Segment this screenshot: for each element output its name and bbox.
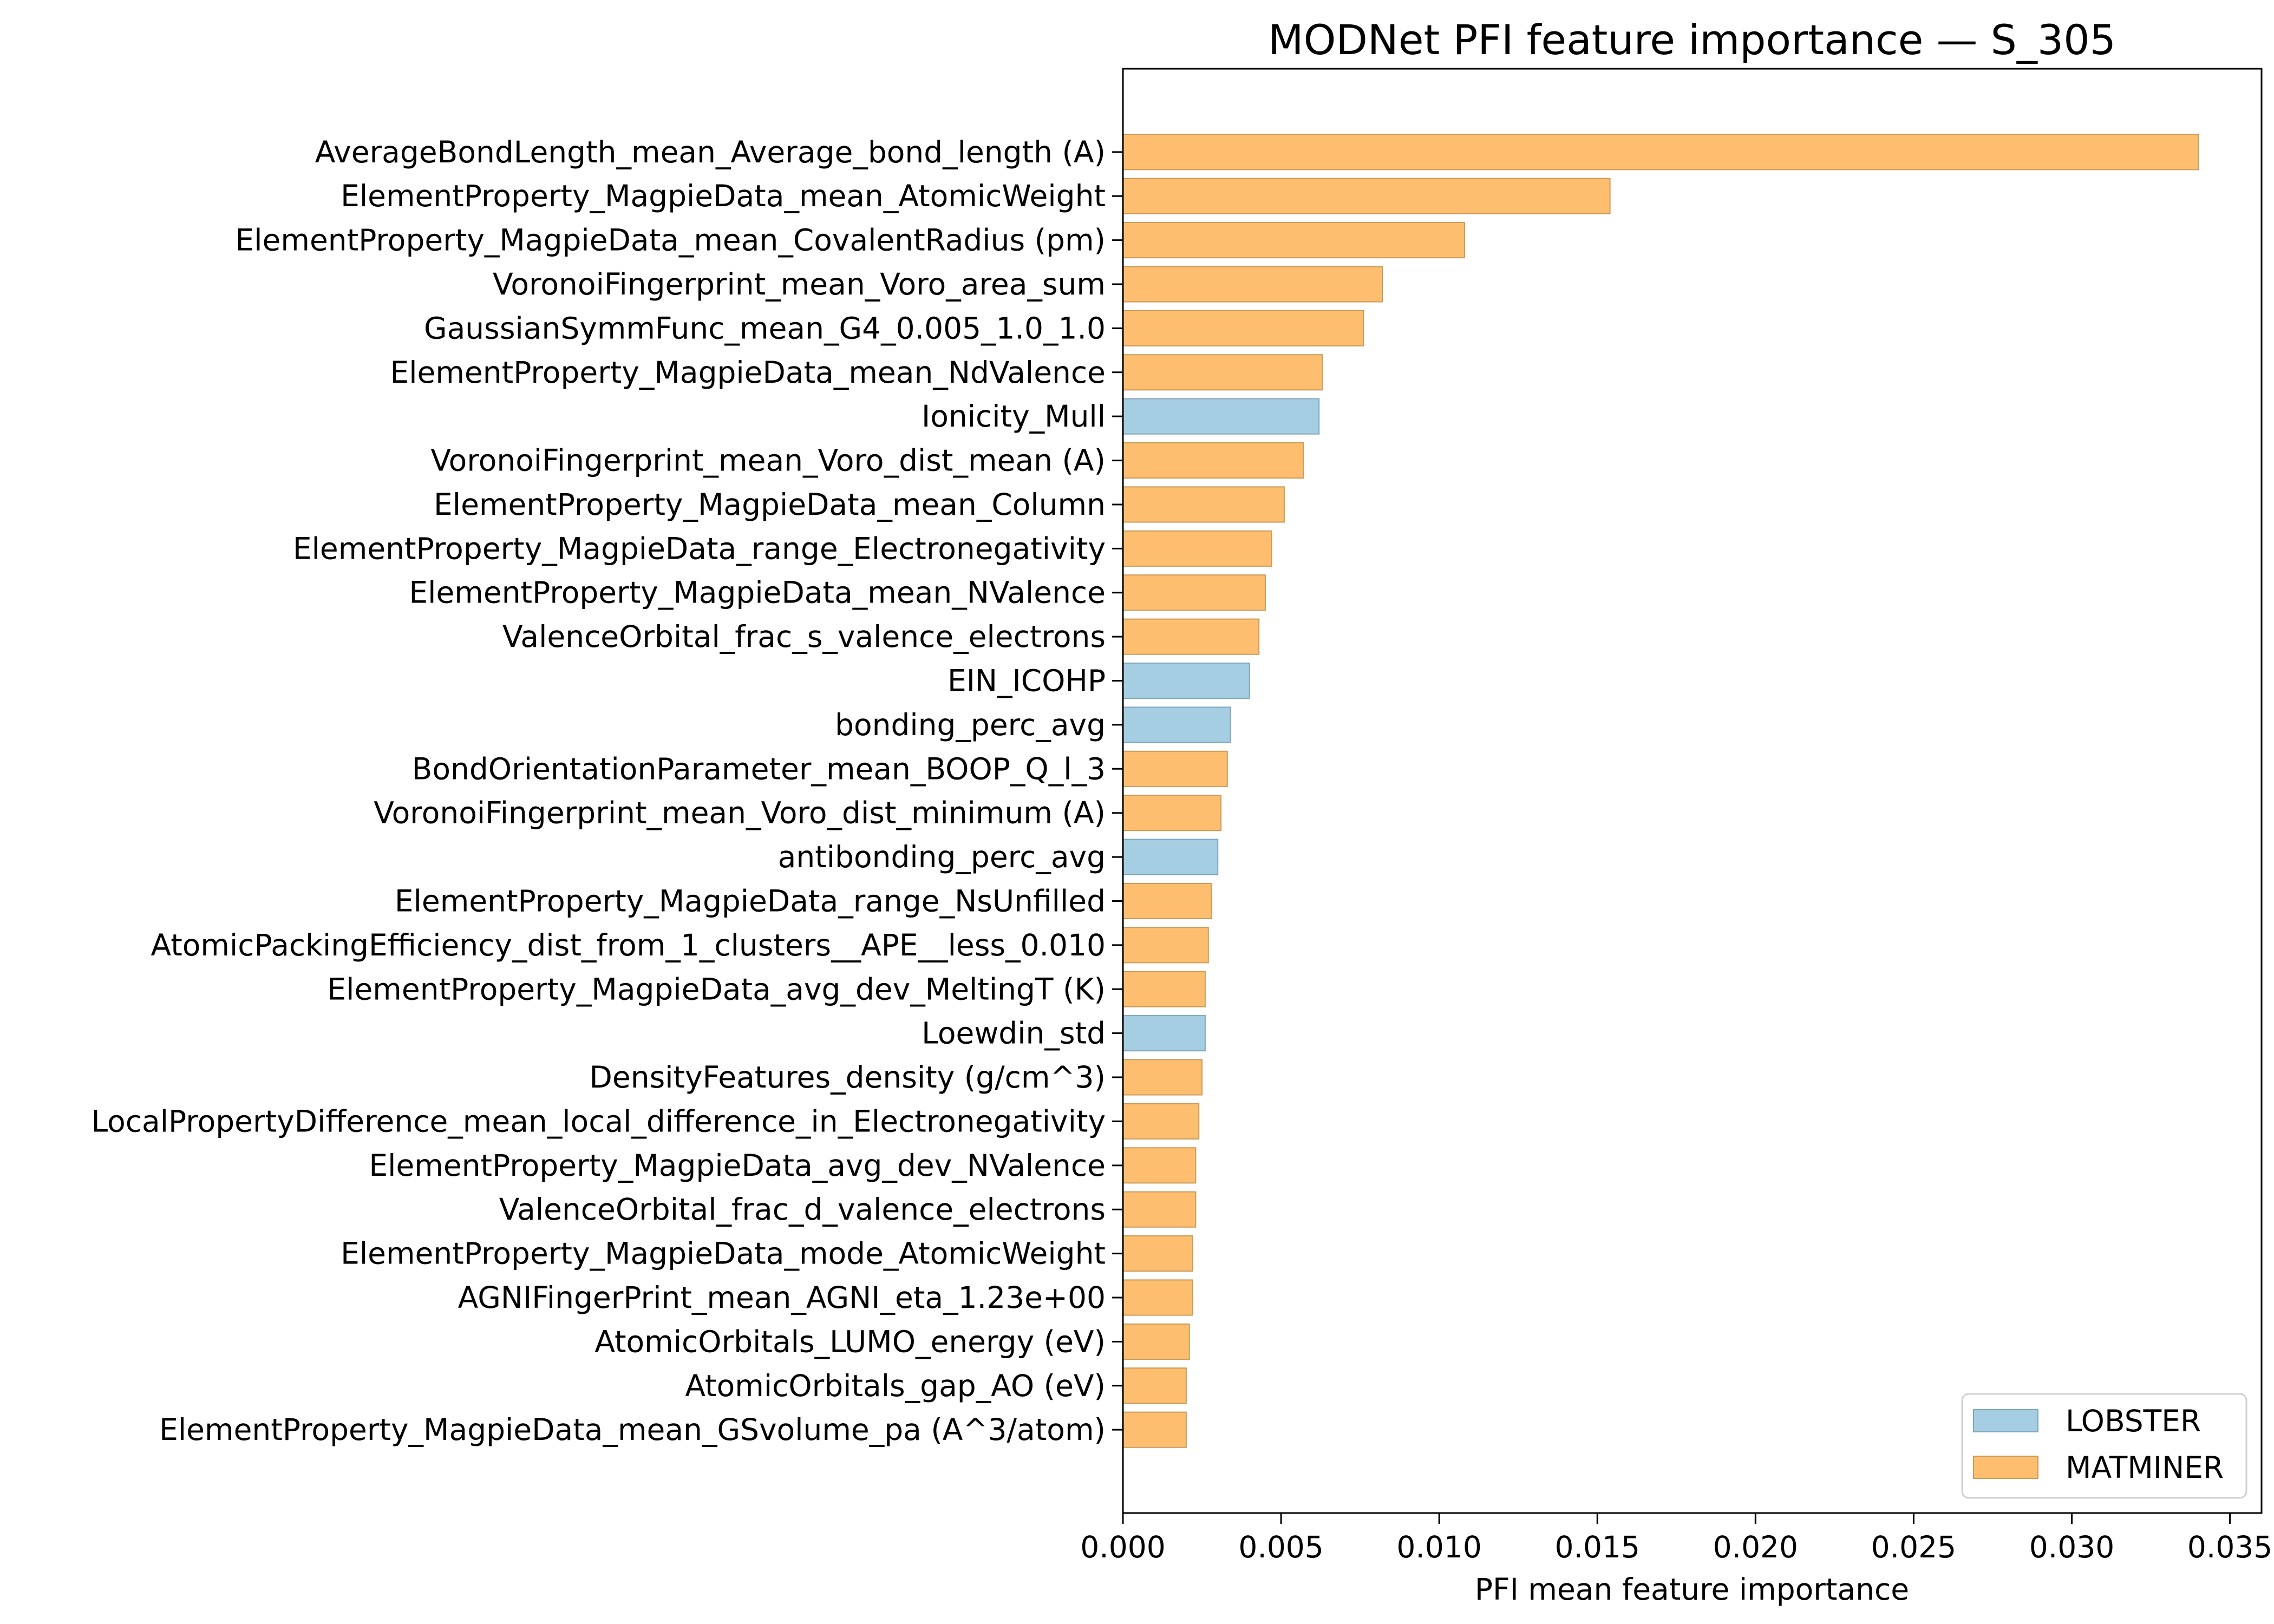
y-tick-label: Ionicity_Mull	[922, 399, 1106, 434]
bar	[1122, 662, 1250, 699]
bar	[1122, 750, 1228, 787]
y-tick-label: ElementProperty_MagpieData_range_Electro…	[293, 531, 1106, 566]
bar	[1122, 618, 1260, 655]
y-tick-label: bonding_perc_avg	[835, 708, 1106, 742]
bar	[1122, 1235, 1193, 1272]
x-tick-label: 0.020	[1713, 1530, 1798, 1564]
y-tick-label: Loewdin_std	[922, 1016, 1106, 1051]
bar	[1122, 927, 1209, 964]
y-tick-label: AverageBondLength_mean_Average_bond_leng…	[315, 135, 1106, 169]
y-tick-label: ElementProperty_MagpieData_mean_Covalent…	[236, 223, 1106, 258]
bar	[1122, 971, 1206, 1007]
legend-label: LOBSTER	[2066, 1404, 2201, 1438]
bar	[1122, 178, 1611, 214]
x-tick-label: 0.010	[1396, 1530, 1481, 1564]
x-tick-label: 0.005	[1238, 1530, 1323, 1564]
bar	[1122, 1411, 1187, 1448]
bar	[1122, 222, 1465, 259]
bar	[1122, 1323, 1190, 1360]
bar	[1122, 706, 1231, 743]
bar	[1122, 442, 1304, 479]
legend-swatch	[1973, 1409, 2038, 1432]
bar	[1122, 882, 1212, 920]
y-tick-label: GaussianSymmFunc_mean_G4_0.005_1.0_1.0	[424, 311, 1106, 345]
y-tick-label: ElementProperty_MagpieData_avg_dev_Melti…	[327, 972, 1106, 1006]
bar	[1122, 134, 2199, 171]
y-tick-label: ValenceOrbital_frac_d_valence_electrons	[499, 1192, 1106, 1227]
y-tick-label: ElementProperty_MagpieData_mean_GSvolume…	[159, 1412, 1106, 1447]
legend-label: MATMINER	[2066, 1450, 2224, 1485]
y-tick-label: AGNIFingerPrint_mean_AGNI_eta_1.23e+00	[458, 1280, 1106, 1315]
x-tick-label: 0.000	[1080, 1530, 1165, 1564]
x-tick-label: 0.035	[2187, 1530, 2272, 1564]
bar	[1122, 486, 1285, 523]
y-tick-label: ElementProperty_MagpieData_avg_dev_NVale…	[369, 1148, 1106, 1183]
bar	[1122, 310, 1364, 346]
y-tick-label: AtomicOrbitals_LUMO_energy (eV)	[594, 1324, 1106, 1359]
legend-swatch	[1973, 1456, 2038, 1479]
y-tick-label: ElementProperty_MagpieData_mode_AtomicWe…	[341, 1236, 1106, 1271]
x-tick-label: 0.030	[2029, 1530, 2114, 1564]
y-tick-label: ElementProperty_MagpieData_mean_NValence	[409, 575, 1106, 610]
y-tick-label: EIN_ICOHP	[948, 664, 1106, 698]
bar	[1122, 1103, 1200, 1140]
legend: LOBSTER MATMINER	[1961, 1393, 2247, 1499]
x-tick-label: 0.025	[1871, 1530, 1956, 1564]
bar	[1122, 1015, 1206, 1052]
y-tick-label: ElementProperty_MagpieData_mean_Column	[434, 487, 1106, 522]
y-tick-label: BondOrientationParameter_mean_BOOP_Q_l_3	[412, 751, 1106, 786]
bar	[1122, 1279, 1193, 1316]
y-tick-label: ElementProperty_MagpieData_range_NsUnfil…	[395, 883, 1106, 918]
y-tick-label: DensityFeatures_density (g/cm^3)	[590, 1060, 1106, 1095]
bar	[1122, 1191, 1197, 1228]
bar	[1122, 266, 1383, 303]
bar	[1122, 839, 1219, 875]
plot-frame	[1122, 68, 2263, 1514]
y-tick-label: VoronoiFingerprint_mean_Voro_dist_mean (…	[430, 443, 1106, 478]
x-axis-label: PFI mean feature importance	[1475, 1572, 1909, 1607]
y-tick-label: VoronoiFingerprint_mean_Voro_dist_minimu…	[374, 796, 1106, 830]
y-tick-label: LocalPropertyDifference_mean_local_diffe…	[91, 1104, 1106, 1138]
bar	[1122, 1059, 1203, 1096]
bar	[1122, 574, 1266, 611]
x-tick-label: 0.015	[1555, 1530, 1640, 1564]
y-tick-label: ValenceOrbital_frac_s_valence_electrons	[502, 619, 1106, 654]
y-tick-label: ElementProperty_MagpieData_mean_AtomicWe…	[341, 179, 1106, 213]
y-tick-label: ElementProperty_MagpieData_mean_NdValenc…	[390, 355, 1106, 390]
bar	[1122, 1367, 1187, 1404]
bar	[1122, 354, 1323, 391]
y-tick-label: AtomicPackingEfficiency_dist_from_1_clus…	[151, 928, 1106, 962]
bar	[1122, 398, 1320, 435]
y-tick-label: AtomicOrbitals_gap_AO (eV)	[685, 1368, 1106, 1403]
bar	[1122, 530, 1272, 567]
y-tick-label: VoronoiFingerprint_mean_Voro_area_sum	[493, 267, 1106, 302]
chart-title: MODNet PFI feature importance — S_305	[1268, 16, 2116, 64]
y-tick-label: antibonding_perc_avg	[778, 840, 1106, 874]
bar	[1122, 1147, 1197, 1184]
bar	[1122, 795, 1222, 831]
